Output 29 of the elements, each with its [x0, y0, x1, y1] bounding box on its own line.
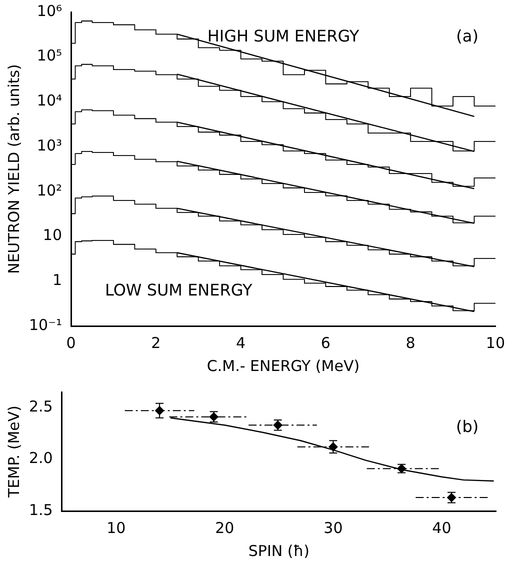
y-tick-label: 2.5 [28, 397, 53, 416]
annotation: (a) [456, 26, 478, 46]
y-tick-label: 10⁻¹ [28, 316, 62, 334]
x-tick-label: 0 [66, 334, 76, 352]
x-axis-title: C.M.- ENERGY (MeV) [206, 356, 360, 375]
x-tick-label: 40 [432, 518, 452, 537]
y-tick-label: 10⁶ [36, 2, 62, 20]
y-tick-label: 10³ [36, 136, 62, 154]
y-axis-title: NEUTRON YIELD (arb. units) [4, 64, 23, 274]
y-tick-label: 2.0 [28, 449, 53, 468]
y-tick-label: 10² [36, 181, 62, 200]
x-tick-label: 4 [236, 334, 246, 352]
x-tick-label: 20 [215, 518, 234, 537]
y-tick-label: 10⁴ [36, 92, 62, 110]
x-tick-label: 10 [106, 518, 126, 537]
x-axis-title: SPIN (ħ) [248, 542, 310, 560]
annotation: LOW SUM ENERGY [104, 280, 252, 300]
y-tick-label: 10 [42, 226, 62, 244]
x-tick-label: 8 [406, 334, 416, 352]
y-tick-label: 1.5 [28, 500, 53, 519]
x-tick-label: 2 [151, 334, 161, 352]
annotation: HIGH SUM ENERGY [207, 26, 360, 46]
y-tick-label: 1 [52, 271, 62, 290]
x-tick-label: 6 [320, 334, 330, 352]
annotation: (b) [456, 416, 479, 436]
y-tick-label: 10⁵ [36, 46, 62, 65]
y-axis-title: TEMP. (MeV) [4, 406, 23, 498]
x-tick-label: 10 [486, 334, 506, 352]
x-tick-label: 30 [324, 518, 343, 537]
